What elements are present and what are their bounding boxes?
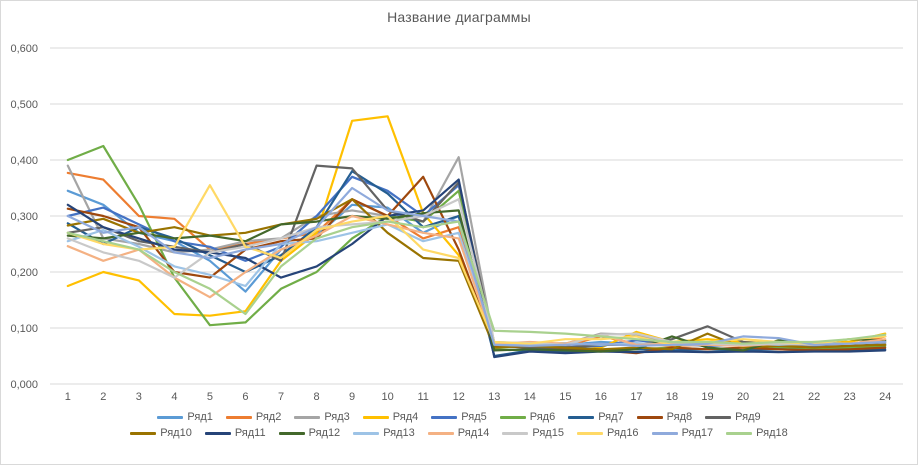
x-tick-label: 9 <box>349 391 355 403</box>
y-tick-label: 0,000 <box>10 379 38 391</box>
y-tick-label: 0,400 <box>10 155 38 167</box>
y-tick-label: 0,200 <box>10 267 38 279</box>
legend-item-Ряд15[interactable]: Ряд15 <box>502 426 564 440</box>
legend-item-Ряд2[interactable]: Ряд2 <box>225 410 282 424</box>
x-tick-label: 7 <box>278 391 284 403</box>
legend-label: Ряд11 <box>234 427 266 439</box>
legend-line-swatch <box>568 415 595 419</box>
legend-label: Ряд16 <box>606 427 639 439</box>
x-tick-label: 19 <box>701 391 713 403</box>
x-tick-label: 24 <box>879 391 891 403</box>
legend-item-Ряд11[interactable]: Ряд11 <box>204 426 266 440</box>
legend-line-swatch <box>204 431 231 435</box>
x-tick-label: 10 <box>382 391 394 403</box>
legend-item-Ряд9[interactable]: Ряд9 <box>705 410 761 424</box>
legend-label: Ряд13 <box>383 427 415 439</box>
y-tick-label: 0,600 <box>10 43 38 55</box>
x-tick-label: 14 <box>524 391 536 403</box>
legend-line-swatch <box>705 415 732 419</box>
legend-item-Ряд8[interactable]: Ряд8 <box>636 410 693 424</box>
legend-label: Ряд12 <box>308 427 341 439</box>
legend-line-swatch <box>651 431 678 435</box>
y-tick-label: 0,100 <box>10 323 38 335</box>
x-tick-label: 21 <box>772 391 784 403</box>
x-tick-label: 8 <box>314 391 320 403</box>
legend-label: Ряд7 <box>598 411 624 423</box>
x-tick-label: 4 <box>171 391 177 403</box>
x-tick-label: 11 <box>417 391 428 403</box>
x-tick-label: 12 <box>453 391 465 403</box>
x-tick-label: 13 <box>488 391 500 403</box>
series-line-Ряд16[interactable] <box>66 184 887 346</box>
legend-item-Ряд1[interactable]: Ряд1 <box>157 410 213 424</box>
series-line-Ряд10[interactable] <box>66 198 887 351</box>
legend-label: Ряд8 <box>666 411 693 423</box>
legend-row-1: Ряд1 Ряд2 Ряд3 Ряд4 Ряд5 Ряд6 Ряд7 Ряд8 Ряд9 <box>157 410 761 424</box>
legend-label: Ряд6 <box>529 411 556 423</box>
legend-item-Ряд10[interactable]: Ряд10 <box>130 426 192 440</box>
y-tick-label: 0,500 <box>10 99 38 111</box>
x-tick-label: 16 <box>595 391 607 403</box>
legend-line-swatch <box>502 431 529 435</box>
y-tick-label: 0,300 <box>10 211 38 223</box>
legend-line-swatch <box>427 431 454 435</box>
legend-label: Ряд15 <box>532 427 564 439</box>
x-tick-label: 17 <box>630 391 642 403</box>
x-tick-label: 18 <box>666 391 678 403</box>
legend-line-swatch <box>576 431 603 435</box>
x-tick-label: 1 <box>65 391 71 403</box>
legend-label: Ряд18 <box>756 427 788 439</box>
legend: Ряд1 Ряд2 Ряд3 Ряд4 Ряд5 Ряд6 Ряд7 Ряд8 Ряд9 Ряд1… <box>1 410 917 440</box>
legend-row-2: Ряд10 Ряд11 Ряд12 Ряд13 Ряд14 Ряд15 Ряд16 Ряд17… <box>130 426 788 440</box>
x-tick-label: 23 <box>844 391 856 403</box>
legend-label: Ряд1 <box>187 411 213 423</box>
legend-line-swatch <box>278 431 305 435</box>
legend-item-Ряд12[interactable]: Ряд12 <box>278 426 341 440</box>
legend-item-Ряд7[interactable]: Ряд7 <box>568 410 624 424</box>
x-tick-label: 5 <box>207 391 213 403</box>
legend-item-Ряд14[interactable]: Ряд14 <box>427 426 490 440</box>
legend-label: Ряд4 <box>392 411 419 423</box>
x-tick-label: 6 <box>242 391 248 403</box>
legend-label: Ряд3 <box>324 411 350 423</box>
legend-line-swatch <box>130 431 157 435</box>
x-tick-label: 3 <box>136 391 142 403</box>
legend-item-Ряд3[interactable]: Ряд3 <box>294 410 350 424</box>
series-line-Ряд18[interactable] <box>66 220 887 345</box>
legend-item-Ряд5[interactable]: Ряд5 <box>431 410 487 424</box>
x-tick-label: 2 <box>100 391 106 403</box>
series-line-Ряд9[interactable] <box>66 164 887 349</box>
legend-item-Ряд6[interactable]: Ряд6 <box>499 410 556 424</box>
legend-line-swatch <box>294 415 321 419</box>
x-tick-label: 22 <box>808 391 820 403</box>
legend-line-swatch <box>499 415 526 419</box>
legend-label: Ряд2 <box>255 411 282 423</box>
legend-label: Ряд17 <box>681 427 714 439</box>
legend-item-Ряд13[interactable]: Ряд13 <box>353 426 415 440</box>
legend-label: Ряд14 <box>457 427 490 439</box>
legend-item-Ряд16[interactable]: Ряд16 <box>576 426 639 440</box>
chart-title[interactable]: Название диаграммы <box>387 9 531 25</box>
legend-line-swatch <box>431 415 458 419</box>
legend-item-Ряд17[interactable]: Ряд17 <box>651 426 714 440</box>
legend-line-swatch <box>353 431 380 435</box>
legend-label: Ряд10 <box>160 427 192 439</box>
legend-line-swatch <box>157 415 184 419</box>
legend-label: Ряд5 <box>461 411 487 423</box>
legend-item-Ряд18[interactable]: Ряд18 <box>726 426 788 440</box>
x-tick-label: 20 <box>737 391 749 403</box>
legend-line-swatch <box>225 415 252 419</box>
legend-label: Ряд9 <box>735 411 761 423</box>
legend-line-swatch <box>636 415 663 419</box>
legend-line-swatch <box>362 415 389 419</box>
legend-line-swatch <box>726 431 753 435</box>
legend-item-Ряд4[interactable]: Ряд4 <box>362 410 419 424</box>
x-tick-label: 15 <box>559 391 571 403</box>
series-line-Ряд17[interactable] <box>66 186 887 347</box>
